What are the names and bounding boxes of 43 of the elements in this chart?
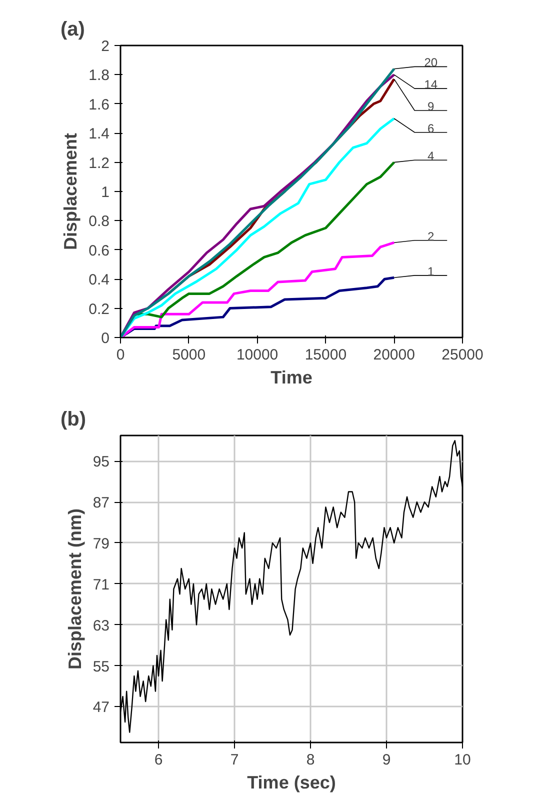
x-tick-label: 25000 [442, 346, 484, 364]
y-tick-label: 2 [101, 38, 110, 55]
x-tick-label: 15000 [304, 346, 347, 364]
y-axis-title: Displacement [60, 132, 81, 250]
x-axis-title: Time [270, 368, 312, 388]
y-tick-label: 79 [92, 535, 110, 552]
x-tick-label: 5000 [172, 346, 206, 364]
y-tick-label: 95 [92, 454, 110, 471]
text: 20 [424, 56, 438, 70]
y-tick-label: 1.2 [88, 154, 110, 172]
y-tick-label: 0.2 [88, 300, 110, 318]
y-tick-label: 87 [92, 494, 110, 512]
text: 4 [428, 149, 435, 164]
y-tick-label: 0.6 [88, 242, 110, 260]
y-tick-label: 55 [92, 658, 110, 676]
line-series [120, 117, 396, 338]
x-tick-label: 0 [116, 346, 125, 364]
text: 6 [428, 121, 435, 136]
x-tick-label: 8 [306, 752, 315, 768]
y-tick-label: 0.8 [88, 213, 110, 230]
x-axis-title: Time (sec) [247, 772, 336, 792]
text: 2 [428, 229, 435, 244]
x-tick-label: 20000 [373, 346, 415, 364]
y-axis-title: Displacement (nm) [64, 508, 85, 670]
y-tick-label: 1.8 [88, 67, 110, 84]
y-tick-label: 71 [92, 576, 110, 594]
y-tick-label: 63 [92, 617, 110, 634]
x-tick-label: 10000 [236, 346, 278, 364]
y-tick-label: 1.4 [88, 126, 110, 143]
text: 1 [428, 264, 435, 278]
line-series [120, 241, 396, 338]
x-tick-label: 9 [382, 752, 391, 768]
x-tick-label: 10 [454, 752, 471, 768]
y-tick-label: 1 [101, 184, 110, 201]
y-tick-label: 1.6 [88, 96, 110, 114]
x-tick-label: 7 [230, 752, 239, 768]
text: (a) [60, 18, 85, 40]
y-tick-label: 47 [92, 699, 110, 716]
line-series [120, 276, 396, 338]
text: (b) [60, 408, 86, 430]
x-tick-label: 6 [154, 752, 163, 768]
y-tick-label: 0 [101, 330, 110, 347]
y-tick-label: 0.4 [88, 272, 110, 289]
